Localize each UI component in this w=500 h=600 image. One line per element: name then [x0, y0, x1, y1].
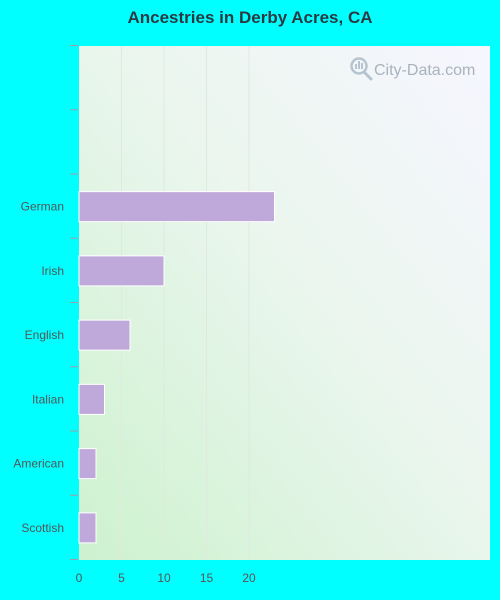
y-tick-label: Irish	[41, 264, 64, 278]
bar	[78, 512, 97, 544]
grid-lines	[121, 46, 250, 560]
bar	[78, 448, 97, 480]
y-tick-label: German	[21, 200, 64, 214]
x-tick-label: 0	[76, 571, 83, 585]
plot-area	[79, 46, 490, 560]
bar	[78, 383, 105, 415]
watermark-text: City-Data.com	[374, 62, 475, 79]
y-axis: German Irish English Italian American Scottis…	[13, 45, 78, 560]
y-tick-label: American	[13, 457, 64, 471]
bar	[78, 255, 165, 287]
bar	[78, 319, 131, 351]
x-tick-label: 10	[157, 571, 171, 585]
watermark: City-Data.com	[350, 57, 475, 81]
x-axis: 0 5 10 15 20	[76, 571, 256, 585]
y-tick-label: English	[25, 328, 64, 342]
chart-title: Ancestries in Derby Acres, CA	[127, 8, 373, 27]
magnifier-icon	[350, 57, 373, 81]
x-tick-label: 20	[242, 571, 256, 585]
x-tick-label: 5	[118, 571, 125, 585]
x-tick-label: 15	[200, 571, 214, 585]
bars	[78, 191, 275, 544]
y-tick-label: Scottish	[21, 521, 64, 535]
bar	[78, 191, 275, 223]
y-tick-label: Italian	[32, 392, 64, 406]
